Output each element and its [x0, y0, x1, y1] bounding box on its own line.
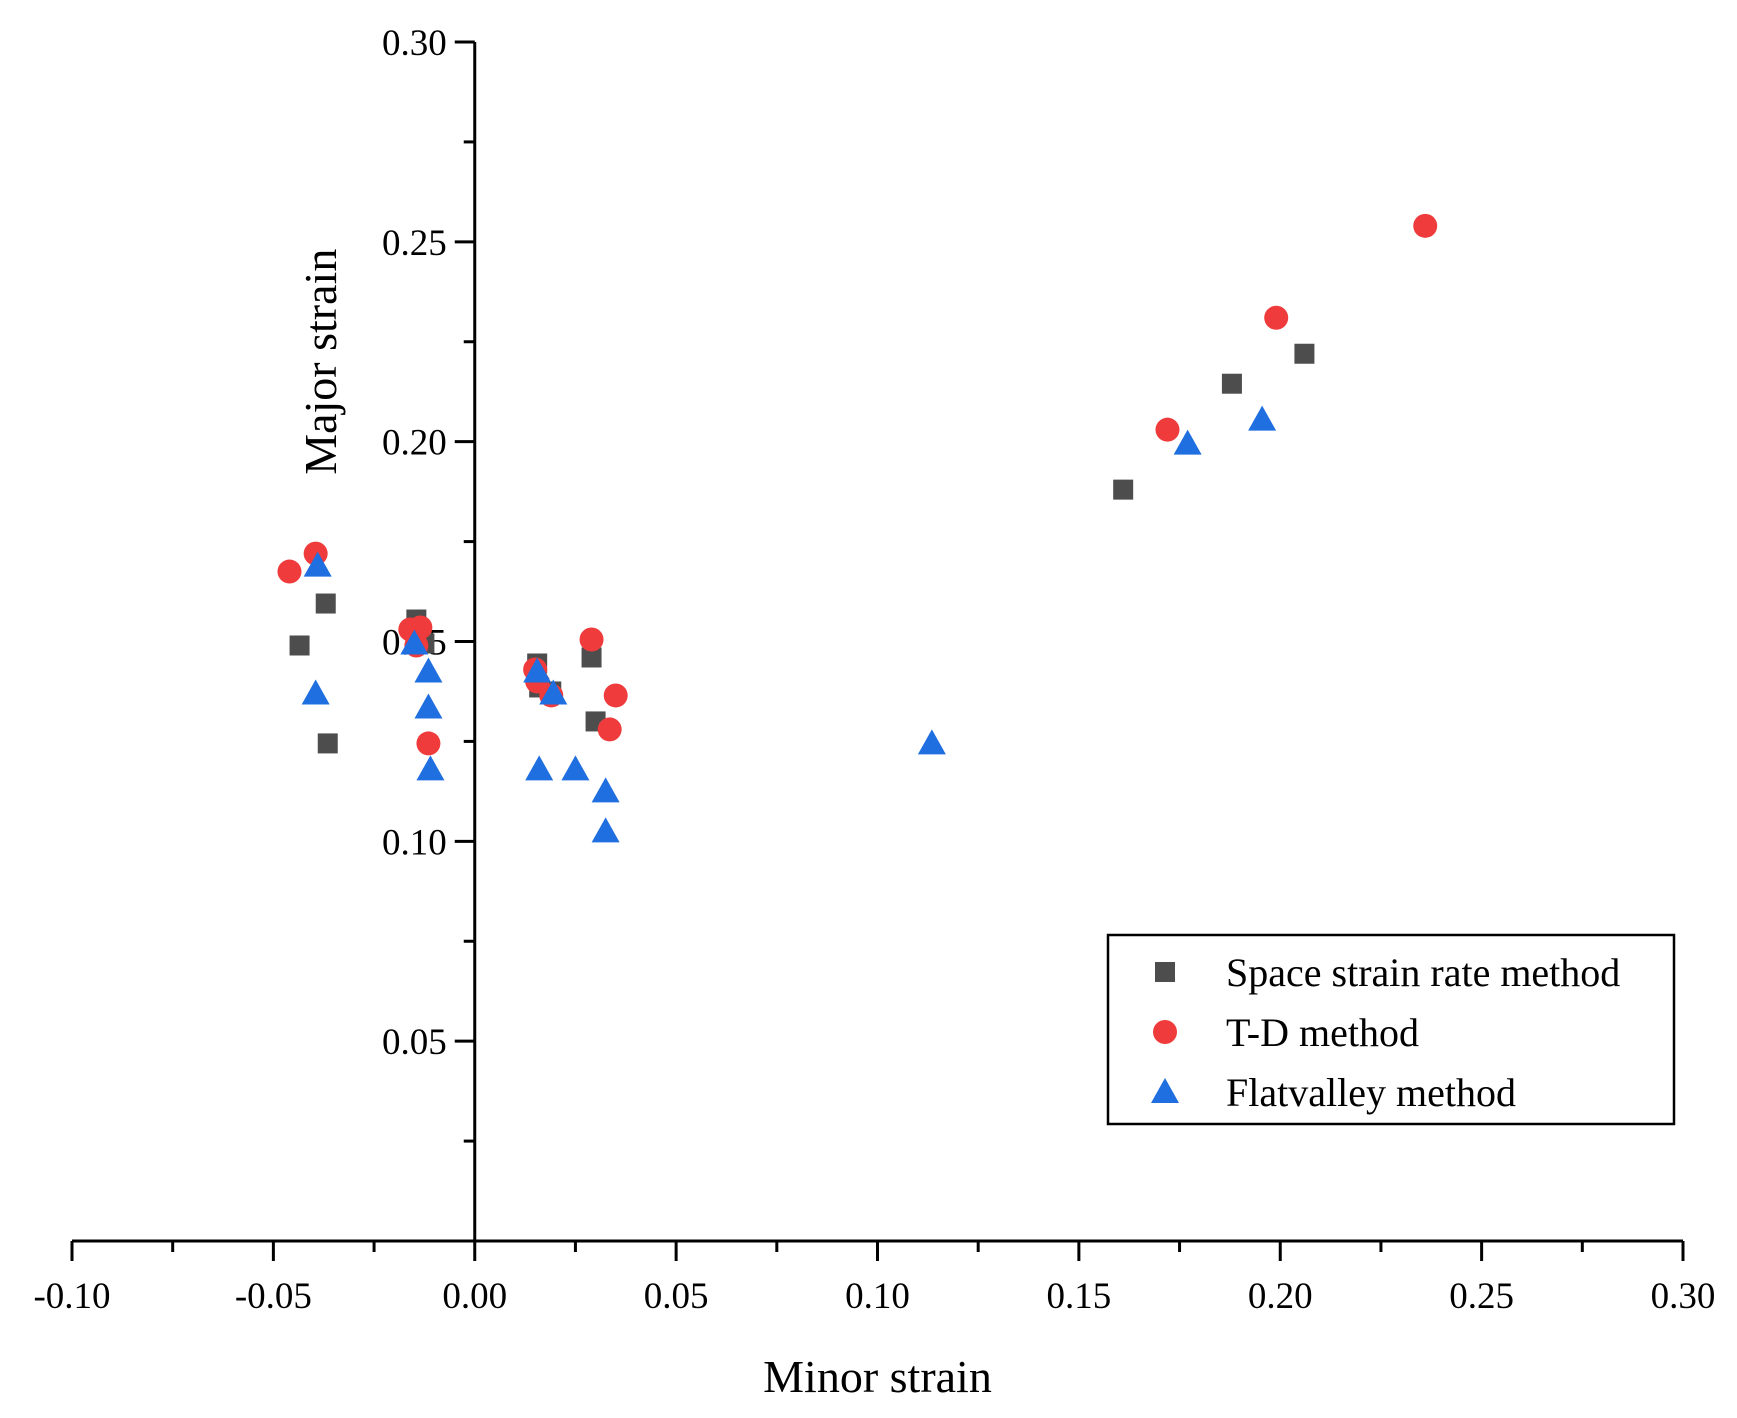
square-point: [1221, 373, 1242, 394]
triangle-point: [303, 551, 332, 577]
square-point: [317, 733, 338, 754]
x-tick-label: 0.25: [1449, 1276, 1514, 1317]
circle-point: [277, 559, 302, 584]
triangle-point: [523, 657, 552, 683]
square-point: [289, 635, 310, 656]
triangle-point: [591, 817, 620, 843]
circle-point: [1264, 305, 1289, 330]
triangle-point: [414, 657, 443, 683]
triangle-point: [561, 755, 590, 781]
y-axis-title: Major strain: [295, 249, 346, 475]
y-tick-label: 0.25: [382, 223, 447, 264]
y-tick-label: 0.20: [382, 423, 447, 464]
legend-item: T-D method: [1153, 1010, 1419, 1055]
triangle-point: [1248, 405, 1277, 431]
square-point: [1294, 343, 1315, 364]
legend-item: Flatvalley method: [1151, 1070, 1516, 1115]
data-points: [277, 213, 1438, 843]
legend: Space strain rate method T-D method Flatva…: [1106, 933, 1676, 1126]
x-tick-label: 0.30: [1651, 1276, 1716, 1317]
axes-group: -0.10 -0.05 0.00 0.05 0.10 0.15 0.20 0.25 0.30 0…: [33, 23, 1715, 1317]
legend-label: Flatvalley method: [1226, 1070, 1516, 1115]
triangle-point: [301, 679, 330, 705]
circle-point: [603, 683, 628, 708]
x-tick-label: 0.20: [1248, 1276, 1313, 1317]
legend-triangle-icon: [1151, 1078, 1179, 1103]
x-tick-label: 0.05: [644, 1276, 709, 1317]
legend-box: [1106, 933, 1676, 1126]
x-ticks: -0.10 -0.05 0.00 0.05 0.10 0.15 0.20 0.25 0.30: [33, 1241, 1715, 1317]
x-axis-title: Minor strain: [763, 1351, 992, 1402]
legend-label: Space strain rate method: [1226, 950, 1620, 995]
square-point: [315, 593, 336, 614]
triangle-point: [539, 679, 568, 705]
legend-circle-icon: [1153, 1020, 1177, 1044]
square-point: [1113, 479, 1134, 500]
triangle-point: [414, 693, 443, 719]
x-tick-label: -0.10: [33, 1276, 110, 1317]
square-point: [581, 647, 602, 668]
circle-point: [1413, 213, 1438, 238]
triangle-point: [1173, 429, 1202, 455]
circle-point: [597, 717, 622, 742]
series-circle: [277, 213, 1438, 756]
series-square: [289, 343, 1315, 754]
legend-square-icon: [1155, 962, 1175, 982]
x-tick-label: 0.10: [845, 1276, 910, 1317]
legend-item: Space strain rate method: [1155, 950, 1620, 995]
triangle-point: [917, 729, 946, 755]
y-tick-label: 0.05: [382, 1022, 447, 1063]
circle-point: [416, 731, 441, 756]
x-tick-label: 0.15: [1047, 1276, 1112, 1317]
triangle-point: [416, 755, 445, 781]
y-ticks: 0.050.100.150.200.250.30: [382, 23, 475, 1143]
circle-point: [1155, 417, 1180, 442]
series-triangle: [301, 405, 1277, 843]
triangle-point: [591, 777, 620, 803]
triangle-point: [525, 755, 554, 781]
circle-point: [579, 627, 604, 652]
x-tick-label: 0.00: [442, 1276, 507, 1317]
y-tick-label: 0.10: [382, 822, 447, 863]
legend-label: T-D method: [1226, 1010, 1419, 1055]
x-tick-label: -0.05: [235, 1276, 312, 1317]
legend-items: Space strain rate method T-D method Flatva…: [1151, 950, 1620, 1115]
triangle-point: [400, 629, 429, 655]
y-tick-label: 0.30: [382, 23, 447, 64]
